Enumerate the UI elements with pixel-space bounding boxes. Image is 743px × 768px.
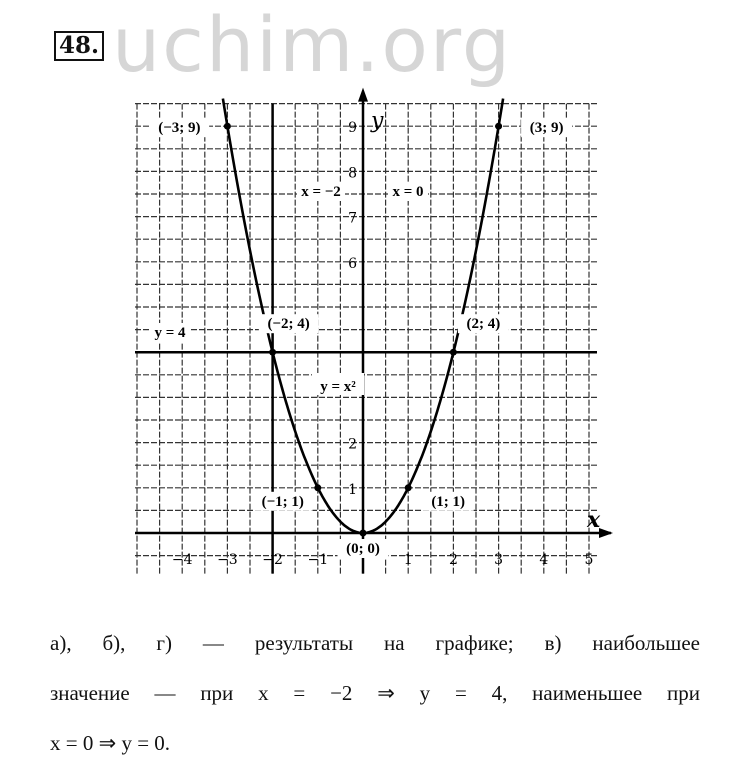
x-axis-label: x bbox=[586, 507, 601, 533]
data-point-label: (0; 0) bbox=[346, 541, 380, 557]
label-background bbox=[521, 118, 573, 138]
answer-line-2: значение — при x = −2 ⇒ y = 4, наименьше… bbox=[50, 681, 700, 705]
x-tick-label: −3 bbox=[217, 552, 238, 568]
data-point bbox=[495, 122, 503, 130]
y-tick-label: 1 bbox=[348, 482, 357, 498]
label-background bbox=[312, 373, 364, 395]
data-point-label: (2; 4) bbox=[467, 316, 501, 332]
watermark-logo: uchim.org bbox=[112, 0, 513, 89]
y-axis-label: y bbox=[370, 109, 384, 134]
data-point-label: (3; 9) bbox=[530, 120, 564, 136]
label-background bbox=[388, 182, 428, 201]
data-point-label: (1; 1) bbox=[431, 494, 465, 510]
x-tick-label: 1 bbox=[404, 552, 413, 568]
function-label: y = x² bbox=[320, 379, 356, 395]
x-tick-label: −4 bbox=[172, 552, 193, 568]
reference-line-label: y = 4 bbox=[154, 325, 186, 341]
x-tick-label: 5 bbox=[585, 552, 594, 568]
label-background bbox=[149, 118, 210, 138]
y-tick-label: 8 bbox=[348, 165, 357, 181]
label-background bbox=[253, 491, 313, 511]
data-point bbox=[269, 348, 277, 356]
x-tick-label: 4 bbox=[539, 552, 548, 568]
x-axis-arrow-icon bbox=[599, 528, 613, 538]
answer-line-1: а), б), г) — результаты на графике; в) н… bbox=[50, 631, 700, 655]
y-tick-label: 6 bbox=[348, 256, 357, 272]
data-point bbox=[404, 484, 412, 492]
label-background bbox=[258, 314, 319, 334]
x-tick-label: 2 bbox=[449, 552, 458, 568]
answer-line-3: x = 0 ⇒ y = 0. bbox=[50, 731, 171, 755]
data-point-label: (−1; 1) bbox=[262, 494, 304, 510]
data-point bbox=[449, 348, 457, 356]
label-background bbox=[150, 323, 190, 342]
data-point-label: (−3; 9) bbox=[158, 120, 200, 136]
label-background bbox=[337, 539, 389, 558]
answer-text: а), б), г) — результаты на графике; в) н… bbox=[50, 618, 700, 768]
y-tick-label: 9 bbox=[348, 120, 357, 136]
reference-line-label: x = −2 bbox=[301, 184, 341, 200]
reference-line-label: x = 0 bbox=[392, 184, 423, 200]
x-tick-label: 3 bbox=[494, 552, 503, 568]
label-background bbox=[457, 314, 509, 334]
y-tick-label: 2 bbox=[348, 437, 357, 453]
label-background bbox=[422, 491, 474, 511]
x-tick-label: −1 bbox=[307, 552, 328, 568]
data-point bbox=[359, 529, 367, 537]
label-background bbox=[297, 182, 345, 201]
data-point bbox=[314, 484, 322, 492]
y-axis-arrow-icon bbox=[358, 87, 368, 102]
data-point-label: (−2; 4) bbox=[267, 316, 309, 332]
problem-number: 48. bbox=[54, 31, 105, 61]
y-tick-label: 7 bbox=[348, 211, 357, 227]
data-point bbox=[223, 122, 231, 130]
